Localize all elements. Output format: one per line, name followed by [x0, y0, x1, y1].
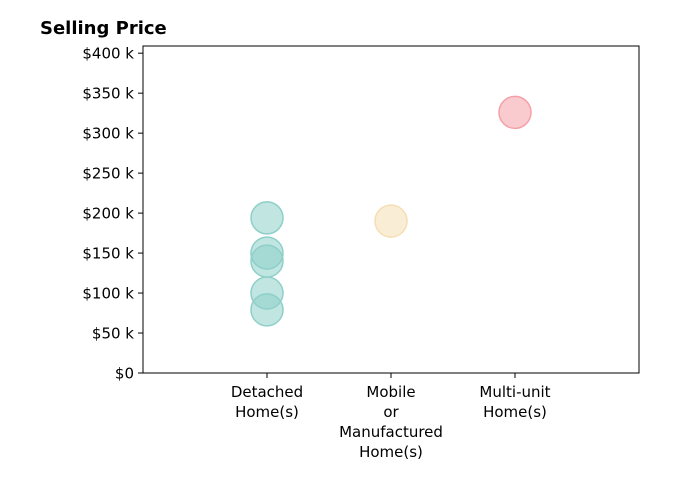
- point: [374, 204, 408, 238]
- point: [250, 293, 284, 327]
- y-tick-label: $150 k: [82, 245, 134, 263]
- y-tick-label: $250 k: [82, 165, 134, 183]
- chart-title: Selling Price: [40, 18, 167, 39]
- y-tick-label: $200 k: [82, 205, 134, 223]
- y-tick-label: $300 k: [82, 125, 134, 143]
- y-tick-label: $100 k: [82, 285, 134, 303]
- point: [250, 244, 284, 278]
- x-tick-label: Mobile or Manufactured Home(s): [339, 383, 443, 461]
- y-tick-label: $0: [115, 365, 134, 383]
- y-tick-label: $50 k: [92, 325, 134, 343]
- x-tick-label: Detached Home(s): [230, 383, 304, 421]
- point: [498, 95, 532, 130]
- y-tick-label: $400 k: [82, 45, 134, 63]
- point: [250, 201, 284, 235]
- y-tick-label: $350 k: [82, 85, 134, 103]
- x-tick-label: Multi-unit Home(s): [479, 383, 551, 421]
